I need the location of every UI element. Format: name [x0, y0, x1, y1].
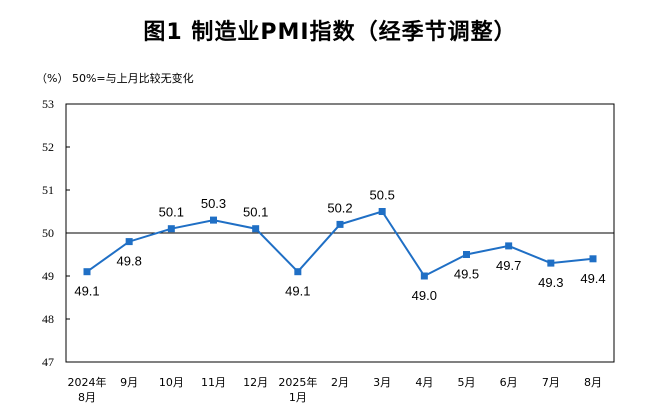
- x-tick-label-line: 9月: [120, 376, 138, 389]
- data-label: 49.0: [412, 288, 437, 303]
- x-tick-label: 10月: [159, 376, 184, 389]
- x-tick-label-line: 3月: [373, 376, 391, 389]
- data-label: 49.5: [454, 267, 479, 282]
- x-tick-label-line: 8月: [78, 391, 96, 404]
- data-point: [547, 259, 555, 267]
- x-tick-label: 9月: [120, 376, 138, 389]
- data-label: 49.7: [496, 258, 521, 273]
- y-tick-label: 53: [42, 97, 54, 111]
- x-tick-label-line: 11月: [201, 376, 226, 389]
- x-tick-label-line: 2025年: [278, 375, 317, 389]
- x-tick-label: 11月: [201, 376, 226, 389]
- data-point: [125, 238, 133, 246]
- data-point: [589, 255, 597, 263]
- data-point: [378, 208, 386, 215]
- y-tick-label: 47: [42, 355, 54, 369]
- unit-note: （%） 50%=与上月比较无变化: [36, 72, 194, 85]
- data-label: 50.5: [370, 188, 395, 203]
- x-tick-label: 5月: [458, 376, 476, 389]
- data-point: [505, 242, 513, 250]
- y-tick-label: 52: [42, 140, 54, 154]
- data-point: [463, 251, 470, 258]
- data-label: 49.1: [74, 284, 99, 299]
- x-tick-label: 2月: [331, 376, 349, 389]
- data-point: [210, 216, 217, 224]
- x-tick-label-line: 10月: [159, 376, 184, 389]
- data-label: 49.8: [117, 254, 142, 269]
- x-tick-label: 3月: [373, 376, 391, 389]
- x-tick-label: 12月: [243, 376, 268, 389]
- data-label: 50.2: [327, 200, 352, 215]
- y-tick-label: 49: [42, 269, 54, 283]
- y-tick-label: 48: [42, 312, 54, 326]
- data-point: [420, 272, 428, 280]
- x-tick-label-line: 7月: [542, 376, 560, 389]
- data-label: 50.3: [201, 196, 226, 211]
- chart-title: 图1 制造业PMI指数（经季节调整）: [143, 20, 517, 45]
- x-tick-label: 2024年 8月: [68, 375, 107, 404]
- x-tick-label-line: 4月: [415, 376, 433, 389]
- data-label: 49.4: [580, 271, 605, 286]
- x-tick-label-line: 5月: [458, 376, 476, 389]
- data-point: [167, 225, 175, 233]
- x-tick-label: 2025年 1月: [278, 375, 317, 404]
- y-tick-label: 51: [42, 183, 54, 197]
- data-label: 49.1: [285, 284, 310, 299]
- x-tick-label-line: 1月: [289, 391, 307, 404]
- y-tick-label: 50: [42, 226, 54, 240]
- x-tick-label-line: 2月: [331, 376, 349, 389]
- data-point: [294, 268, 302, 276]
- data-label: 50.1: [243, 205, 268, 220]
- data-point: [252, 225, 260, 233]
- data-label: 50.1: [159, 205, 184, 220]
- x-tick-label-line: 6月: [500, 376, 518, 389]
- x-tick-label: 4月: [415, 376, 433, 389]
- data-point: [83, 268, 91, 276]
- x-tick-label-line: 8月: [584, 376, 602, 389]
- x-tick-label: 6月: [500, 376, 518, 389]
- data-point: [336, 220, 344, 228]
- x-tick-label-line: 2024年: [68, 375, 107, 389]
- x-tick-label: 7月: [542, 376, 560, 389]
- data-label: 49.3: [538, 275, 563, 290]
- x-tick-label: 8月: [584, 376, 602, 389]
- x-tick-label-line: 12月: [243, 376, 268, 389]
